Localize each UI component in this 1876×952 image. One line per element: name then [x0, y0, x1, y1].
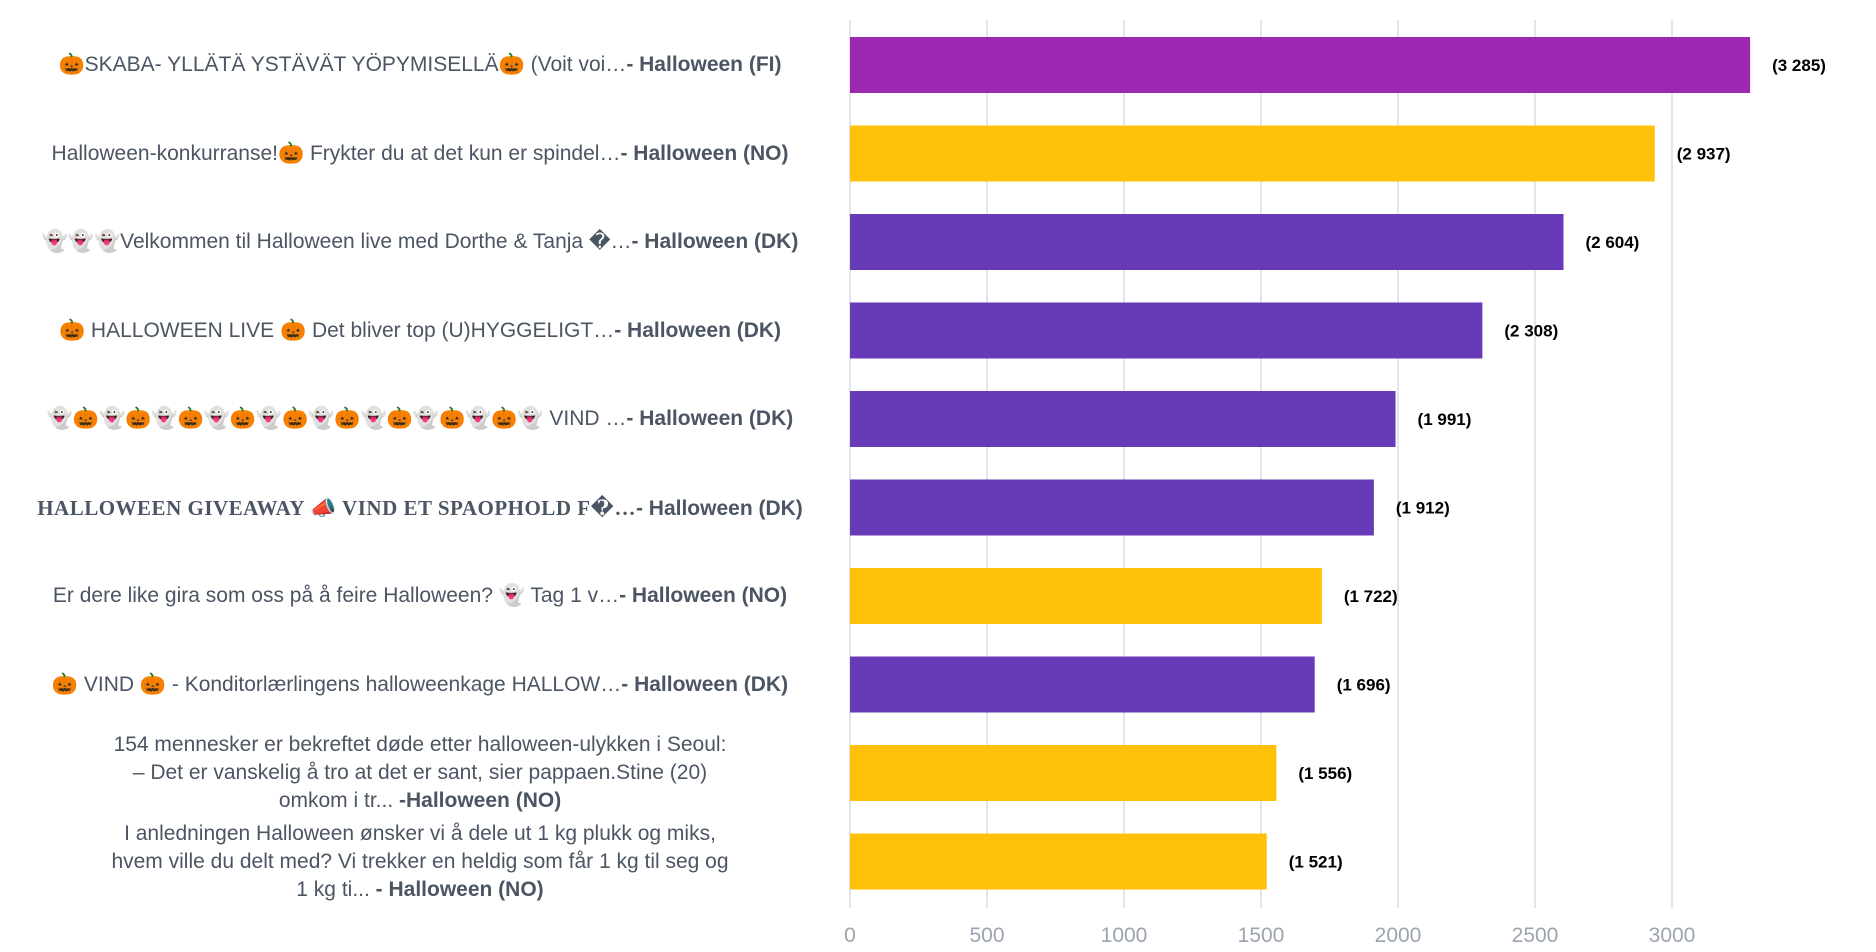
category-label: 👻🎃👻🎃👻🎃👻🎃👻🎃👻🎃👻🎃👻🎃👻🎃👻 VIND …- Halloween (D… [10, 405, 830, 433]
category-tag: - Halloween (DK) [621, 672, 789, 696]
value-label: (3 285) [1772, 56, 1826, 75]
category-label: 🎃 HALLOWEEN LIVE 🎃 Det bliver top (U)HYG… [10, 317, 830, 345]
category-label: HALLOWEEN GIVEAWAY 📣 VIND ET SPAOPHOLD F… [10, 494, 830, 523]
bar [850, 745, 1277, 801]
category-title: 🎃SKABA- YLLÄTÄ YSTÄVÄT YÖPYMISELLÄ🎃 (Voi… [58, 53, 627, 76]
category-title: 154 mennesker er bekreftet døde etter ha… [113, 733, 727, 812]
category-label: 👻👻👻Velkommen til Halloween live med Dort… [10, 228, 830, 256]
category-label: 🎃 VIND 🎃 - Konditorlærlingens halloweenk… [10, 671, 830, 699]
category-title: 👻🎃👻🎃👻🎃👻🎃👻🎃👻🎃👻🎃👻🎃👻🎃👻 VIND … [46, 407, 627, 430]
bar [850, 37, 1751, 93]
bar [850, 214, 1564, 270]
category-label: Halloween-konkurranse!🎃 Frykter du at de… [10, 140, 830, 168]
value-label: (1 722) [1344, 587, 1398, 606]
category-tag: - Halloween (DK) [614, 318, 782, 342]
category-tag: - Halloween (DK) [631, 230, 799, 253]
x-tick-label: 500 [969, 924, 1004, 947]
value-label: (1 912) [1396, 499, 1450, 518]
category-tag: - Halloween (DK) [626, 407, 794, 430]
category-title: 🎃 HALLOWEEN LIVE 🎃 Det bliver top (U)HYG… [58, 318, 615, 342]
bar [850, 656, 1315, 713]
bar [850, 125, 1655, 182]
category-tag: - Halloween (NO) [369, 877, 544, 901]
category-tag: - Halloween (NO) [619, 584, 788, 607]
category-tag: - Halloween (FI) [626, 53, 782, 76]
category-label: Er dere like gira som oss på å feire Hal… [10, 582, 830, 610]
bar [850, 391, 1396, 447]
x-tick-label: 1500 [1238, 924, 1285, 947]
bar [850, 302, 1483, 359]
category-title: 👻👻👻Velkommen til Halloween live med Dort… [41, 230, 632, 253]
x-tick-label: 1000 [1101, 924, 1148, 947]
category-tag: - Halloween (NO) [620, 141, 789, 165]
value-label: (2 308) [1504, 322, 1558, 341]
category-tag: - Halloween (DK) [635, 496, 803, 520]
category-title: Er dere like gira som oss på å feire Hal… [52, 584, 620, 607]
value-label: (2 937) [1677, 145, 1731, 164]
value-label: (1 991) [1418, 410, 1472, 429]
category-label: 154 mennesker er bekreftet døde etter ha… [110, 731, 730, 815]
x-tick-label: 3000 [1649, 924, 1696, 947]
bar [850, 479, 1374, 536]
category-title: I anledningen Halloween ønsker vi å dele… [111, 821, 729, 901]
value-label: (1 696) [1337, 676, 1391, 695]
x-tick-label: 2500 [1512, 924, 1559, 947]
category-title: Halloween-konkurranse!🎃 Frykter du at de… [51, 141, 621, 165]
value-label: (1 521) [1289, 853, 1343, 872]
x-tick-label: 2000 [1375, 924, 1422, 947]
x-tick-label: 0 [844, 924, 856, 947]
category-title: 🎃 VIND 🎃 - Konditorlærlingens halloweenk… [51, 672, 622, 696]
category-tag: -Halloween (NO) [393, 789, 562, 812]
value-label: (2 604) [1585, 233, 1639, 252]
category-title: HALLOWEEN GIVEAWAY 📣 VIND ET SPAOPHOLD F… [37, 495, 636, 520]
bar [850, 833, 1267, 890]
bar [850, 568, 1322, 624]
value-label: (1 556) [1298, 764, 1352, 783]
category-label: I anledningen Halloween ønsker vi å dele… [110, 820, 730, 904]
category-label: 🎃SKABA- YLLÄTÄ YSTÄVÄT YÖPYMISELLÄ🎃 (Voi… [10, 51, 830, 79]
